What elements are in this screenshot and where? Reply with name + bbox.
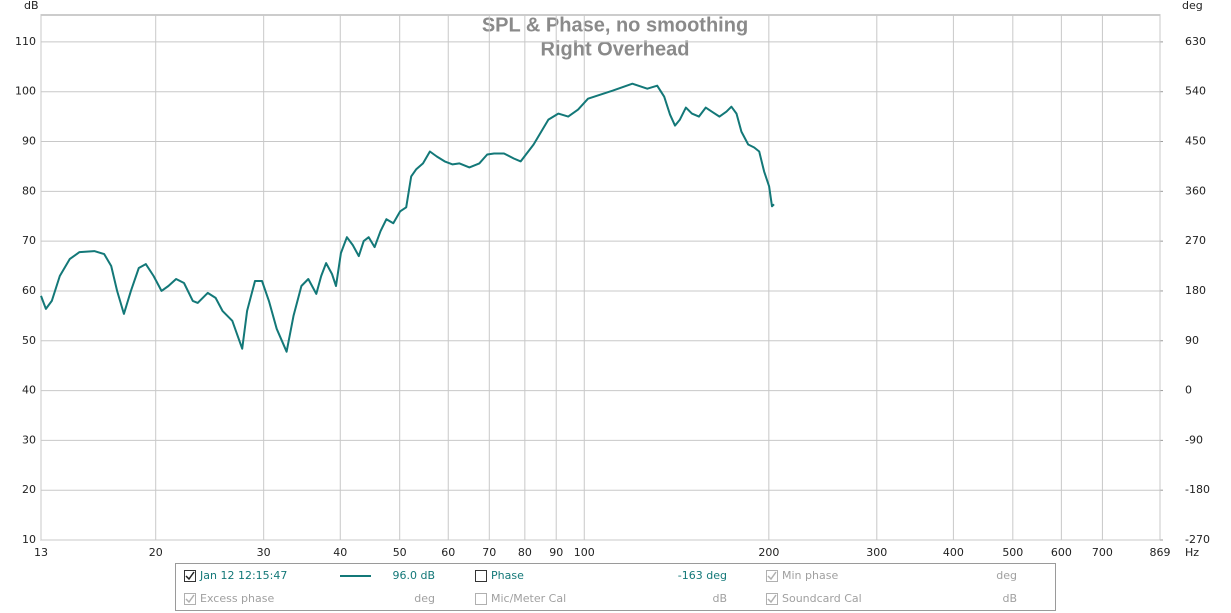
- y2-tick-label: 360: [1185, 184, 1206, 197]
- legend-panel: [175, 563, 1056, 611]
- legend-readout: deg: [996, 569, 1017, 582]
- checkbox[interactable]: [475, 570, 487, 582]
- legend-readout: dB: [712, 592, 727, 605]
- x-tick-label: 200: [758, 546, 779, 559]
- chart-title: SPL & Phase, no smoothing: [482, 14, 748, 36]
- x-tick-label: 300: [866, 546, 887, 559]
- x-tick-label: 90: [549, 546, 563, 559]
- y-tick-label: 20: [22, 483, 36, 496]
- x-unit: Hz: [1185, 546, 1199, 559]
- legend-label: Mic/Meter Cal: [491, 592, 566, 605]
- legend-readout: 96.0 dB: [392, 569, 435, 582]
- y2-tick-label: 630: [1185, 35, 1206, 48]
- y-tick-label: 80: [22, 184, 36, 197]
- y-axis-label: dB: [24, 0, 39, 12]
- checkmark: [767, 594, 777, 604]
- legend-readout: deg: [414, 592, 435, 605]
- x-tick-label: 500: [1002, 546, 1023, 559]
- legend-label: Excess phase: [200, 592, 274, 605]
- x-tick-label: 700: [1092, 546, 1113, 559]
- x-tick-label: 600: [1051, 546, 1072, 559]
- y2-tick-label: 180: [1185, 284, 1206, 297]
- checkbox[interactable]: [475, 593, 487, 605]
- y-tick-label: 10: [22, 533, 36, 546]
- chart-subtitle: Right Overhead: [541, 38, 690, 60]
- y-tick-label: 40: [22, 384, 36, 397]
- y2-tick-label: 90: [1185, 334, 1199, 347]
- x-tick-label: 40: [333, 546, 347, 559]
- checkbox[interactable]: [184, 593, 196, 605]
- x-tick-label: 30: [257, 546, 271, 559]
- y2-tick-label: 450: [1185, 135, 1206, 148]
- checkmark: [185, 594, 195, 604]
- x-tick-label: 100: [574, 546, 595, 559]
- y2-tick-label: 0: [1185, 384, 1192, 397]
- y2-tick-label: -90: [1185, 433, 1203, 446]
- plot-area: [40, 14, 1161, 541]
- x-tick-label: 60: [441, 546, 455, 559]
- y2-tick-label: 540: [1185, 85, 1206, 98]
- y2-tick-label: -270: [1185, 533, 1210, 546]
- x-tick-label: 50: [393, 546, 407, 559]
- y2-axis-label: deg: [1182, 0, 1203, 12]
- x-tick-label: 13: [34, 546, 48, 559]
- checkmark: [185, 571, 195, 581]
- checkmark: [767, 571, 777, 581]
- checkbox[interactable]: [766, 570, 778, 582]
- legend-readout: -163 deg: [678, 569, 727, 582]
- y-tick-label: 30: [22, 433, 36, 446]
- legend-label: Phase: [491, 569, 524, 582]
- legend-label: Soundcard Cal: [782, 592, 862, 605]
- y-tick-label: 100: [15, 85, 36, 98]
- legend-label: Min phase: [782, 569, 838, 582]
- checkbox[interactable]: [766, 593, 778, 605]
- legend-label: Jan 12 12:15:47: [199, 569, 287, 582]
- x-tick-label: 20: [149, 546, 163, 559]
- x-tick-label: 80: [518, 546, 532, 559]
- y-tick-label: 90: [22, 135, 36, 148]
- x-tick-label: 400: [943, 546, 964, 559]
- legend-readout: dB: [1002, 592, 1017, 605]
- y-tick-label: 70: [22, 234, 36, 247]
- series-line: [40, 82, 775, 353]
- x-tick-label: 869: [1150, 546, 1171, 559]
- y-tick-label: 110: [15, 35, 36, 48]
- checkbox[interactable]: [184, 570, 196, 582]
- y-tick-label: 50: [22, 334, 36, 347]
- x-tick-label: 70: [482, 546, 496, 559]
- y-tick-label: 60: [22, 284, 36, 297]
- y2-tick-label: 270: [1185, 234, 1206, 247]
- y2-tick-label: -180: [1185, 483, 1210, 496]
